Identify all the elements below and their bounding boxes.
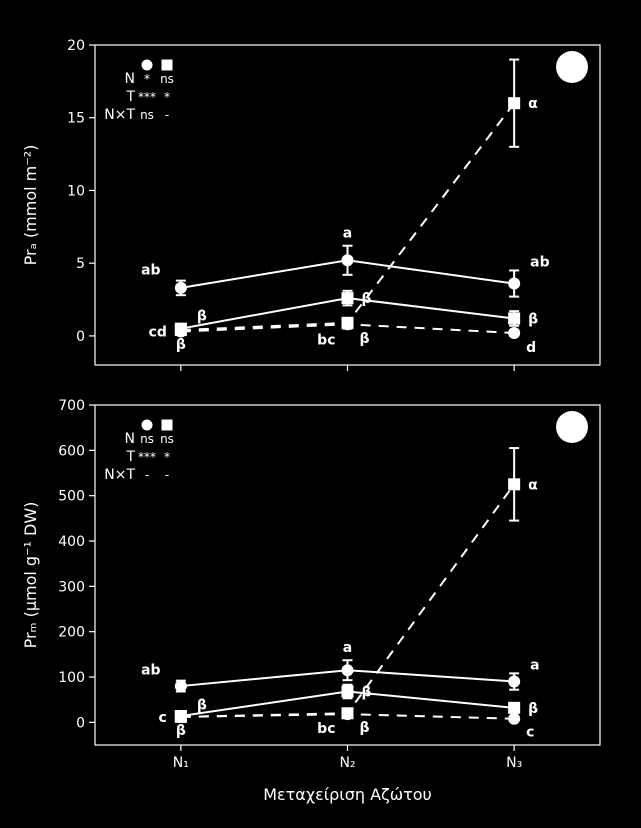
svg-text:β: β xyxy=(362,291,372,307)
svg-text:a: a xyxy=(530,657,539,673)
svg-text:10: 10 xyxy=(67,183,85,199)
svg-text:N₂: N₂ xyxy=(339,755,355,771)
svg-text:200: 200 xyxy=(58,625,85,641)
svg-text:5: 5 xyxy=(76,256,85,272)
svg-text:Μεταχείριση Αζώτου: Μεταχείριση Αζώτου xyxy=(263,785,432,804)
svg-text:100: 100 xyxy=(58,670,85,686)
svg-text:β: β xyxy=(360,331,370,347)
svg-text:α: α xyxy=(528,96,538,112)
svg-text:300: 300 xyxy=(58,579,85,595)
svg-text:N: N xyxy=(125,431,135,447)
svg-text:cd: cd xyxy=(149,325,167,341)
svg-text:ab: ab xyxy=(141,263,160,279)
figure: 05101520N*nsT****N×Tns-ββαcdbcdβββabaabP… xyxy=(0,0,641,828)
svg-text:20: 20 xyxy=(67,38,85,54)
svg-text:0: 0 xyxy=(76,715,85,731)
svg-text:ns: ns xyxy=(140,108,154,122)
svg-text:***: *** xyxy=(138,90,156,104)
svg-text:ab: ab xyxy=(141,663,160,679)
svg-text:β: β xyxy=(176,337,186,353)
svg-text:*: * xyxy=(164,90,170,104)
svg-text:N×T: N×T xyxy=(104,467,135,483)
svg-text:β: β xyxy=(197,697,207,713)
svg-text:*: * xyxy=(164,450,170,464)
svg-text:ab: ab xyxy=(530,254,549,270)
svg-text:-: - xyxy=(145,468,149,482)
svg-text:15: 15 xyxy=(67,111,85,127)
svg-text:β: β xyxy=(362,685,372,701)
svg-text:c: c xyxy=(526,725,534,741)
svg-text:T: T xyxy=(125,89,135,105)
svg-text:N₁: N₁ xyxy=(173,755,189,771)
svg-text:-: - xyxy=(165,468,169,482)
svg-text:0: 0 xyxy=(76,329,85,345)
svg-text:ns: ns xyxy=(160,72,174,86)
svg-text:β: β xyxy=(528,311,538,327)
svg-text:β: β xyxy=(360,720,370,736)
svg-text:bc: bc xyxy=(317,333,335,349)
svg-text:ns: ns xyxy=(140,432,154,446)
svg-text:Prₐ (mmol m⁻²): Prₐ (mmol m⁻²) xyxy=(21,145,40,266)
svg-text:d: d xyxy=(526,340,536,356)
svg-text:a: a xyxy=(343,226,352,242)
svg-text:400: 400 xyxy=(58,534,85,550)
svg-text:ns: ns xyxy=(160,432,174,446)
svg-text:β: β xyxy=(528,701,538,717)
svg-text:N: N xyxy=(125,71,135,87)
svg-text:β: β xyxy=(197,308,207,324)
svg-text:bc: bc xyxy=(317,721,335,737)
svg-text:a: a xyxy=(343,640,352,656)
svg-text:N×T: N×T xyxy=(104,107,135,123)
svg-text:600: 600 xyxy=(58,443,85,459)
svg-text:Prₘ (μmol g⁻¹ DW): Prₘ (μmol g⁻¹ DW) xyxy=(21,502,40,649)
svg-text:N₃: N₃ xyxy=(506,755,522,771)
svg-text:c: c xyxy=(159,710,167,726)
svg-text:α: α xyxy=(528,477,538,493)
svg-text:-: - xyxy=(165,108,169,122)
svg-text:T: T xyxy=(125,449,135,465)
svg-text:***: *** xyxy=(138,450,156,464)
svg-text:500: 500 xyxy=(58,489,85,505)
svg-text:700: 700 xyxy=(58,398,85,414)
svg-text:*: * xyxy=(144,72,150,86)
svg-text:β: β xyxy=(176,723,186,739)
